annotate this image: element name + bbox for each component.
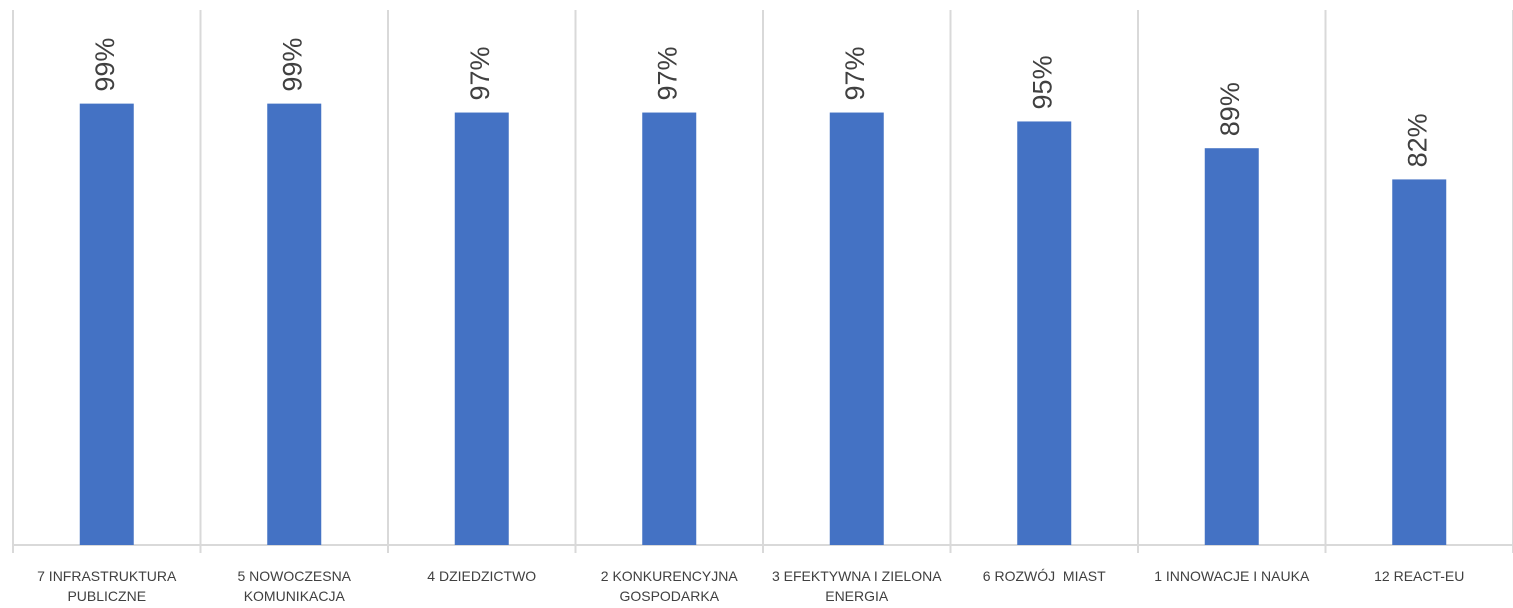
x-tick-label: 6 ROZWÓJ MIAST: [982, 568, 1106, 584]
data-label: 95%: [1027, 55, 1057, 109]
bar: [829, 112, 884, 546]
data-label: 97%: [465, 46, 495, 100]
x-tick-label: 5 NOWOCZESNA KOMUNIKACJA: [237, 568, 355, 604]
bar: [267, 103, 322, 545]
bar: [1204, 148, 1259, 546]
data-label: 82%: [1402, 113, 1432, 167]
data-label: 97%: [840, 46, 870, 100]
data-label: 97%: [652, 46, 682, 100]
bar: [1017, 121, 1072, 545]
x-tick-label: 4 DZIEDZICTWO: [427, 568, 537, 584]
bar: [1392, 179, 1447, 545]
x-tick-label: 2 KONKURENCYJNA GOSPODARKA: [600, 568, 742, 604]
data-label: 89%: [1215, 82, 1245, 136]
data-label: 99%: [90, 38, 120, 92]
x-tick-label: 12 REACT-EU: [1374, 568, 1465, 584]
x-tick-label: 7 INFRASTRUKTURA PUBLICZNE: [37, 568, 181, 604]
bar: [642, 112, 697, 546]
data-label: 99%: [277, 38, 307, 92]
bar: [454, 112, 509, 546]
x-tick-label: 3 EFEKTYWNA I ZIELONA ENERGIA: [771, 568, 946, 604]
bar: [79, 103, 134, 545]
x-tick-label: 1 INNOWACJE I NAUKA: [1154, 568, 1310, 584]
